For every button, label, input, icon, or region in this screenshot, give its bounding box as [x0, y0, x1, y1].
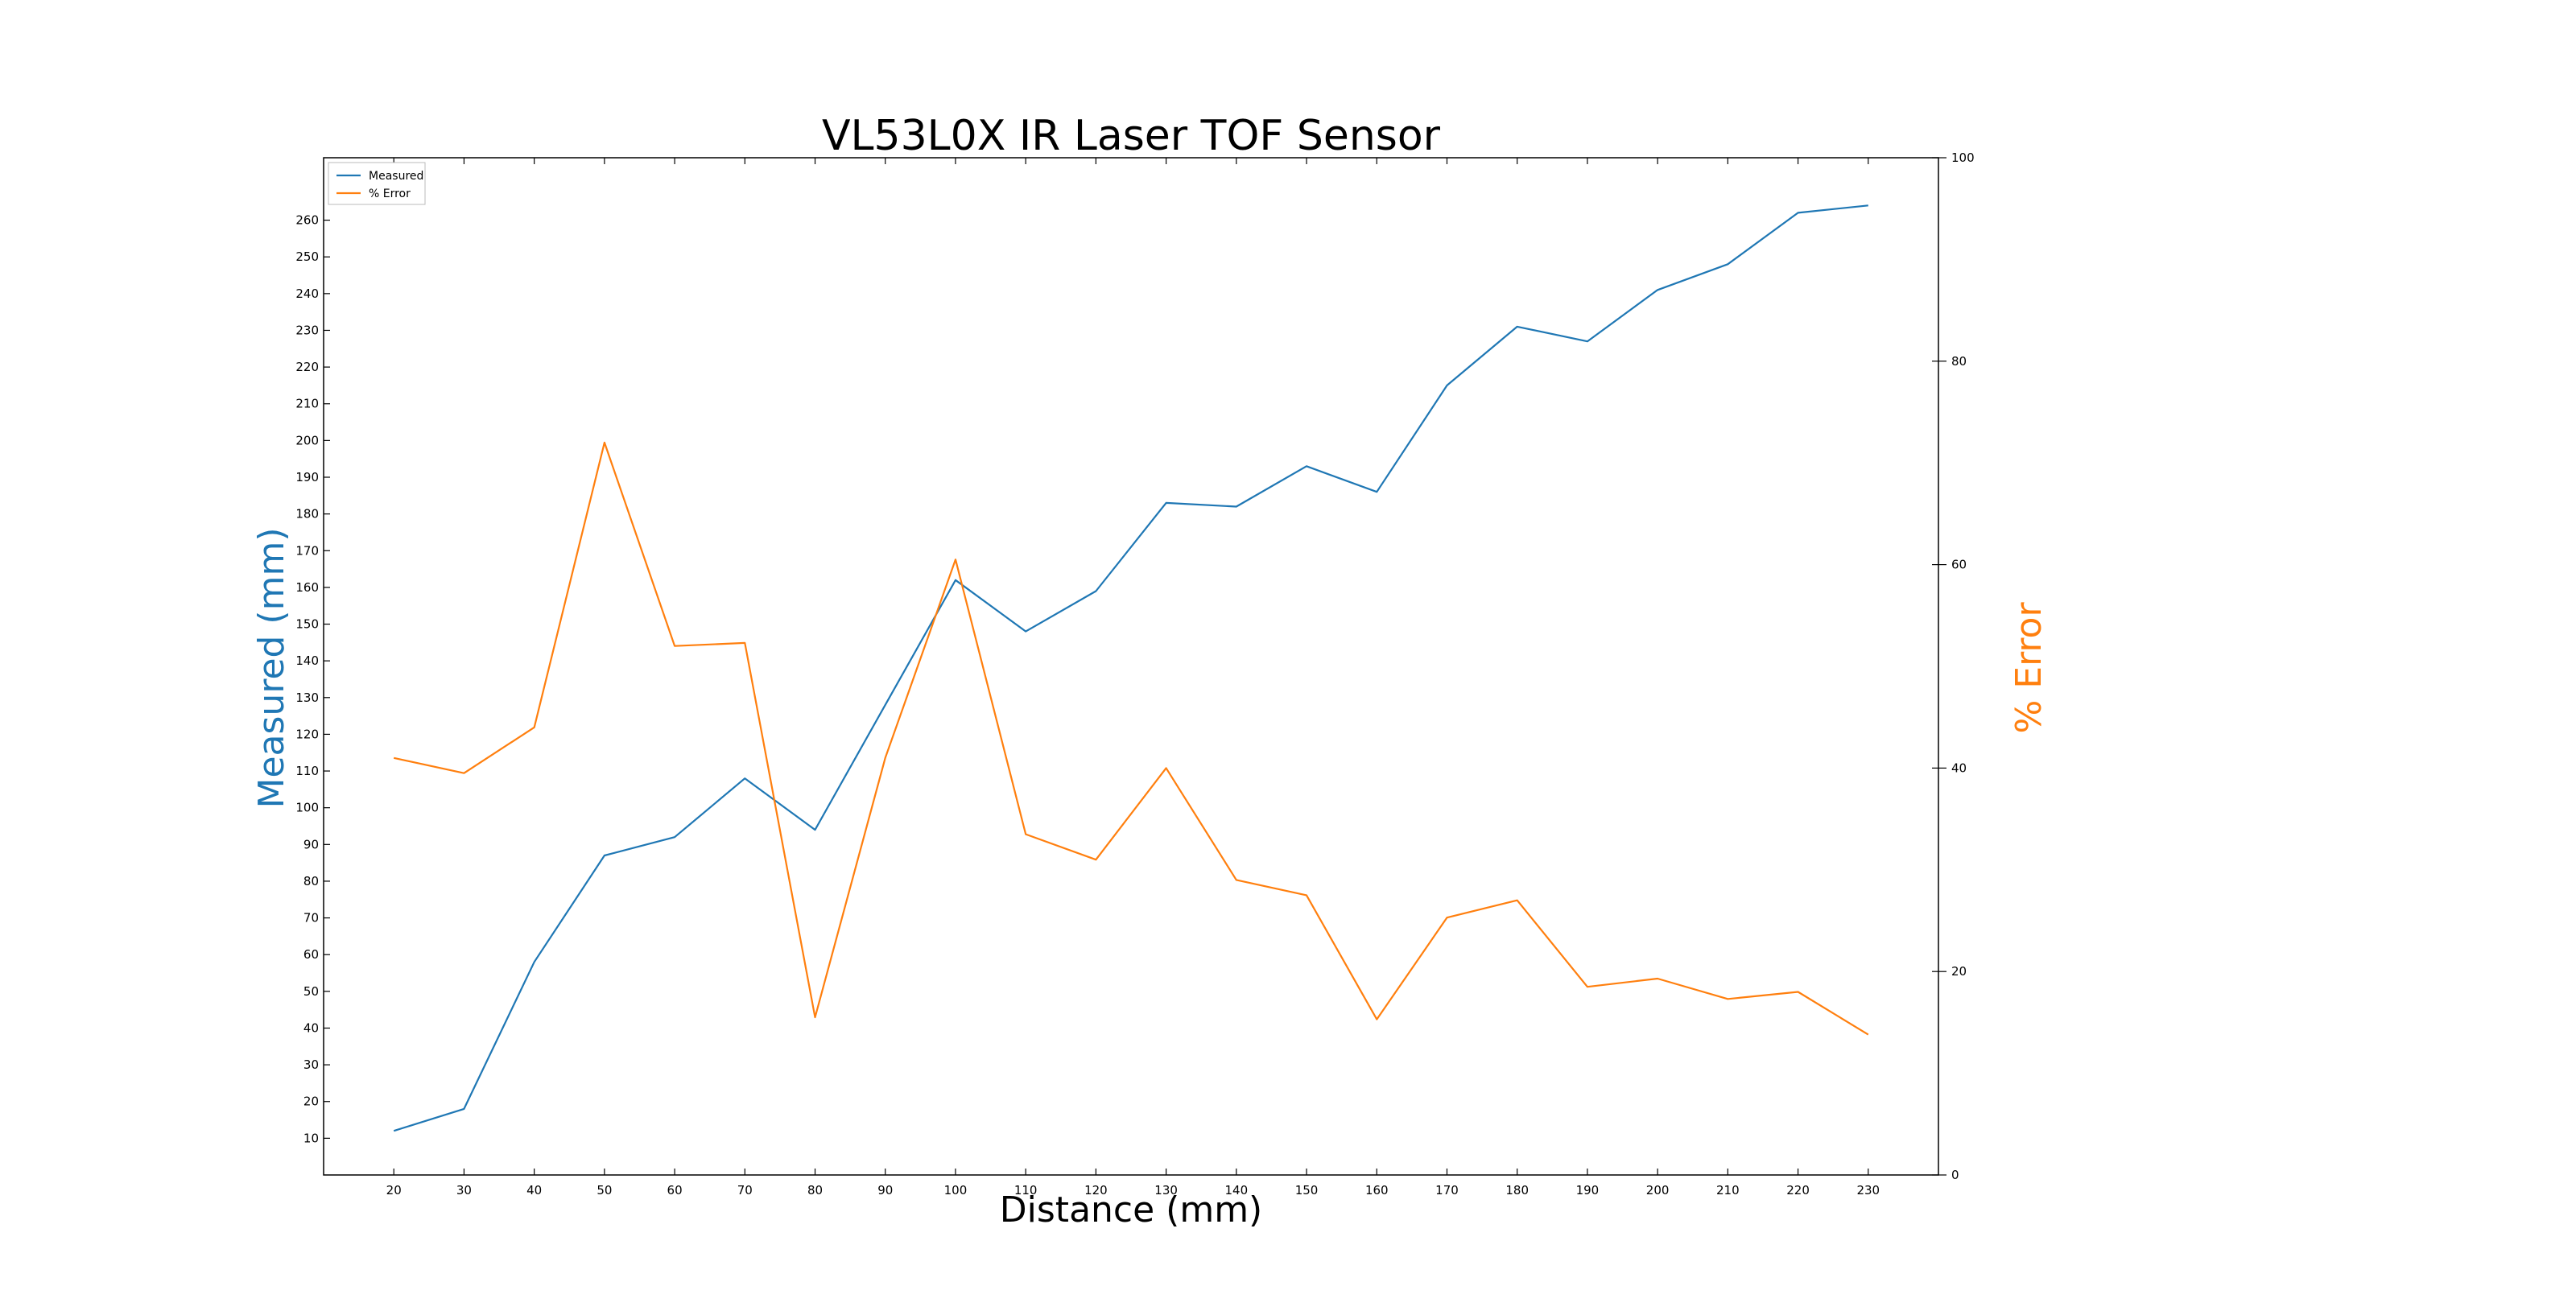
x-tick-label: 170 [1435, 1183, 1459, 1198]
x-axis-label: Distance (mm) [1000, 1189, 1262, 1230]
y-tick-label: 180 [295, 507, 319, 521]
y-tick-label: 260 [295, 213, 319, 228]
y2-axis-label: % Error [2008, 602, 2050, 734]
x-tick-label: 190 [1576, 1183, 1600, 1198]
y-tick-label: 130 [295, 690, 319, 705]
y-tick-label: 150 [295, 617, 319, 632]
x-tick-label: 90 [877, 1183, 893, 1198]
x-tick-label: 180 [1505, 1183, 1529, 1198]
y2-tick-label: 100 [1951, 150, 1975, 165]
x-tick-label: 200 [1646, 1183, 1670, 1198]
x-tick-label: 40 [526, 1183, 542, 1198]
y-tick-label: 140 [295, 653, 319, 668]
legend-entry: % Error [369, 188, 411, 200]
y-tick-label: 100 [295, 801, 319, 815]
y-tick-label: 230 [295, 323, 319, 337]
x-tick-label: 100 [944, 1183, 968, 1198]
x-tick-label: 220 [1786, 1183, 1810, 1198]
y-tick-label: 110 [295, 764, 319, 778]
y-tick-label: 200 [295, 433, 319, 447]
y-tick-label: 20 [303, 1094, 319, 1109]
x-tick-label: 150 [1295, 1183, 1319, 1198]
y-tick-label: 60 [303, 947, 319, 962]
x-tick-label: 210 [1716, 1183, 1740, 1198]
legend-box [328, 162, 426, 205]
y-tick-label: 120 [295, 727, 319, 741]
y-tick-label: 80 [303, 874, 319, 888]
x-tick-label: 30 [456, 1183, 472, 1198]
y-tick-label: 250 [295, 249, 319, 264]
x-tick-label: 20 [386, 1183, 402, 1198]
y-tick-label: 160 [295, 580, 319, 595]
y2-tick-label: 0 [1951, 1168, 1959, 1182]
y-tick-label: 40 [303, 1020, 319, 1035]
plot-area: 20 30 40 50 60 70 80 90 100 110 120 130 140 150 160 170… [295, 150, 1974, 1198]
y2-tick-label: 60 [1951, 558, 1967, 572]
y-tick-label: 50 [303, 984, 319, 999]
y2-tick-label: 40 [1951, 761, 1967, 775]
x-tick-label: 130 [1154, 1183, 1178, 1198]
y-tick-label: 90 [303, 837, 319, 851]
x-tick-label: 160 [1365, 1183, 1389, 1198]
x-tick-label: 50 [597, 1183, 612, 1198]
y-tick-label: 30 [303, 1057, 319, 1072]
x-tick-label: 140 [1225, 1183, 1249, 1198]
x-tick-label: 230 [1856, 1183, 1880, 1198]
series-line-measured [393, 204, 1868, 1132]
series-line-percent-error [393, 441, 1869, 1036]
x-tick-label: 110 [1014, 1183, 1038, 1198]
legend-entry: Measured [369, 170, 423, 183]
plot-frame [323, 157, 1939, 1176]
x-tick-label: 70 [737, 1183, 753, 1198]
y-tick-label: 70 [303, 911, 319, 925]
y-tick-label: 220 [295, 360, 319, 374]
y-tick-label: 10 [303, 1131, 319, 1145]
y-tick-label: 170 [295, 543, 319, 558]
y-tick-label: 240 [295, 286, 319, 301]
y-tick-label: 210 [295, 397, 319, 411]
x-tick-label: 60 [667, 1183, 683, 1198]
y2-tick-label: 20 [1951, 964, 1967, 979]
y-axis-label: Measured (mm) [251, 528, 292, 809]
x-tick-label: 120 [1084, 1183, 1108, 1198]
y-tick-label: 190 [295, 470, 319, 484]
x-tick-label: 80 [807, 1183, 823, 1198]
y2-tick-label: 80 [1951, 354, 1967, 369]
chart-title: VL53L0X IR Laser TOF Sensor [822, 112, 1441, 160]
